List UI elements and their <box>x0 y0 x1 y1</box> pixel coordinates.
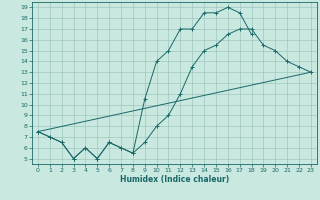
X-axis label: Humidex (Indice chaleur): Humidex (Indice chaleur) <box>120 175 229 184</box>
